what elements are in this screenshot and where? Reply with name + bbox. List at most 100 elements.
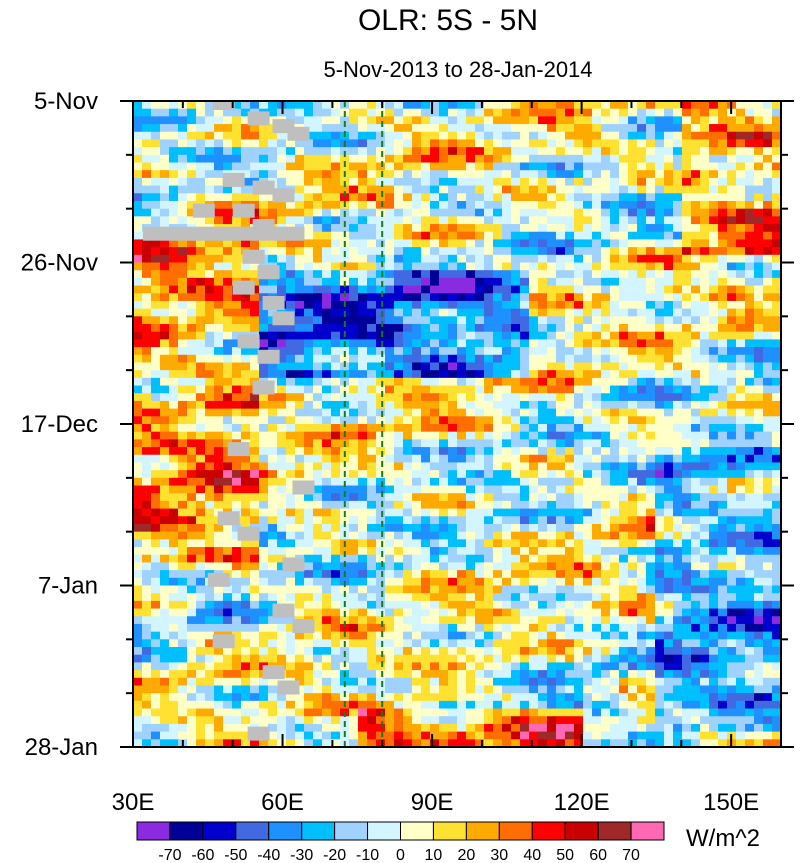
- heatmap-cell: [637, 177, 647, 187]
- heatmap-cell: [412, 162, 422, 171]
- heatmap-cell: [493, 393, 503, 402]
- heatmap-cell: [385, 416, 395, 425]
- heatmap-cell: [493, 300, 503, 310]
- heatmap-cell: [205, 193, 215, 202]
- heatmap-cell: [691, 277, 701, 287]
- heatmap-cell: [763, 247, 773, 256]
- heatmap-cell: [520, 393, 530, 402]
- heatmap-cell: [610, 439, 620, 448]
- heatmap-cell: [430, 385, 440, 394]
- heatmap-cell: [196, 108, 206, 117]
- heatmap-cell: [502, 424, 512, 433]
- heatmap-cell: [232, 370, 242, 379]
- heatmap-cell: [286, 293, 296, 302]
- heatmap-cell: [601, 293, 611, 302]
- heatmap-cell: [475, 500, 485, 510]
- heatmap-cell: [511, 177, 521, 187]
- heatmap-cell: [754, 385, 764, 394]
- heatmap-cell: [313, 416, 323, 425]
- heatmap-cell: [754, 293, 764, 302]
- heatmap-cell: [592, 462, 602, 471]
- heatmap-cell: [592, 447, 602, 456]
- heatmap-cell: [736, 362, 746, 371]
- heatmap-cell: [484, 431, 494, 440]
- heatmap-cell: [511, 200, 521, 210]
- heatmap-cell: [277, 216, 287, 225]
- heatmap-cell: [754, 600, 764, 610]
- heatmap-cell: [529, 277, 539, 287]
- heatmap-cell: [601, 170, 611, 179]
- heatmap-cell: [178, 300, 188, 310]
- heatmap-cell: [502, 247, 512, 256]
- heatmap-cell: [223, 200, 233, 210]
- heatmap-cell: [340, 424, 350, 433]
- heatmap-cell: [574, 139, 584, 148]
- heatmap-cell: [754, 454, 764, 464]
- heatmap-cell: [223, 593, 233, 602]
- heatmap-cell: [457, 477, 467, 487]
- heatmap-cell: [403, 454, 413, 464]
- heatmap-cell: [520, 516, 530, 525]
- heatmap-cell: [691, 262, 701, 271]
- heatmap-cell: [169, 539, 179, 548]
- heatmap-cell: [475, 570, 485, 579]
- heatmap-cell: [295, 531, 305, 540]
- heatmap-cell: [583, 185, 593, 194]
- heatmap-cell: [565, 324, 575, 333]
- heatmap-cell: [322, 631, 332, 640]
- heatmap-cell: [331, 216, 341, 225]
- heatmap-cell: [313, 547, 323, 556]
- heatmap-cell: [304, 416, 314, 425]
- heatmap-cell: [358, 231, 368, 241]
- heatmap-cell: [619, 439, 629, 448]
- heatmap-cell: [718, 300, 728, 310]
- heatmap-cell: [196, 554, 206, 564]
- heatmap-cell: [691, 170, 701, 179]
- heatmap-cell: [160, 154, 170, 164]
- heatmap-cell: [349, 116, 359, 125]
- heatmap-cell: [187, 400, 197, 410]
- heatmap-cell: [349, 262, 359, 271]
- heatmap-cell: [160, 385, 170, 394]
- heatmap-cell: [754, 462, 764, 471]
- heatmap-cell: [727, 531, 737, 540]
- heatmap-cell: [412, 454, 422, 464]
- heatmap-cell: [277, 200, 287, 210]
- heatmap-cell: [349, 239, 359, 248]
- heatmap-cell: [511, 185, 521, 194]
- heatmap-cell: [142, 101, 152, 110]
- heatmap-cell: [466, 124, 476, 133]
- heatmap-cell: [736, 177, 746, 187]
- heatmap-cell: [367, 408, 377, 417]
- heatmap-cell: [133, 254, 143, 264]
- heatmap-cell: [403, 300, 413, 310]
- heatmap-cell: [277, 523, 287, 533]
- heatmap-cell: [349, 385, 359, 394]
- heatmap-cell: [574, 623, 584, 633]
- heatmap-cell: [340, 324, 350, 333]
- heatmap-cell: [610, 108, 620, 117]
- heatmap-cell: [682, 416, 692, 425]
- heatmap-cell: [466, 408, 476, 417]
- heatmap-cell: [511, 500, 521, 510]
- heatmap-cell: [286, 385, 296, 394]
- heatmap-cell: [322, 154, 332, 164]
- heatmap-cell: [232, 124, 242, 133]
- heatmap-cell: [403, 585, 413, 594]
- heatmap-cell: [430, 377, 440, 387]
- heatmap-cell: [691, 347, 701, 356]
- heatmap-cell: [205, 347, 215, 356]
- heatmap-cell: [133, 547, 143, 556]
- heatmap-cell: [520, 139, 530, 148]
- heatmap-cell: [223, 393, 233, 402]
- heatmap-cell: [583, 162, 593, 171]
- heatmap-cell: [691, 470, 701, 479]
- heatmap-cell: [763, 570, 773, 579]
- heatmap-cell: [745, 108, 755, 117]
- heatmap-cell: [394, 454, 404, 464]
- heatmap-cell: [475, 462, 485, 471]
- heatmap-cell: [259, 539, 269, 548]
- heatmap-cell: [502, 177, 512, 187]
- heatmap-cell: [187, 347, 197, 356]
- heatmap-cell: [349, 124, 359, 133]
